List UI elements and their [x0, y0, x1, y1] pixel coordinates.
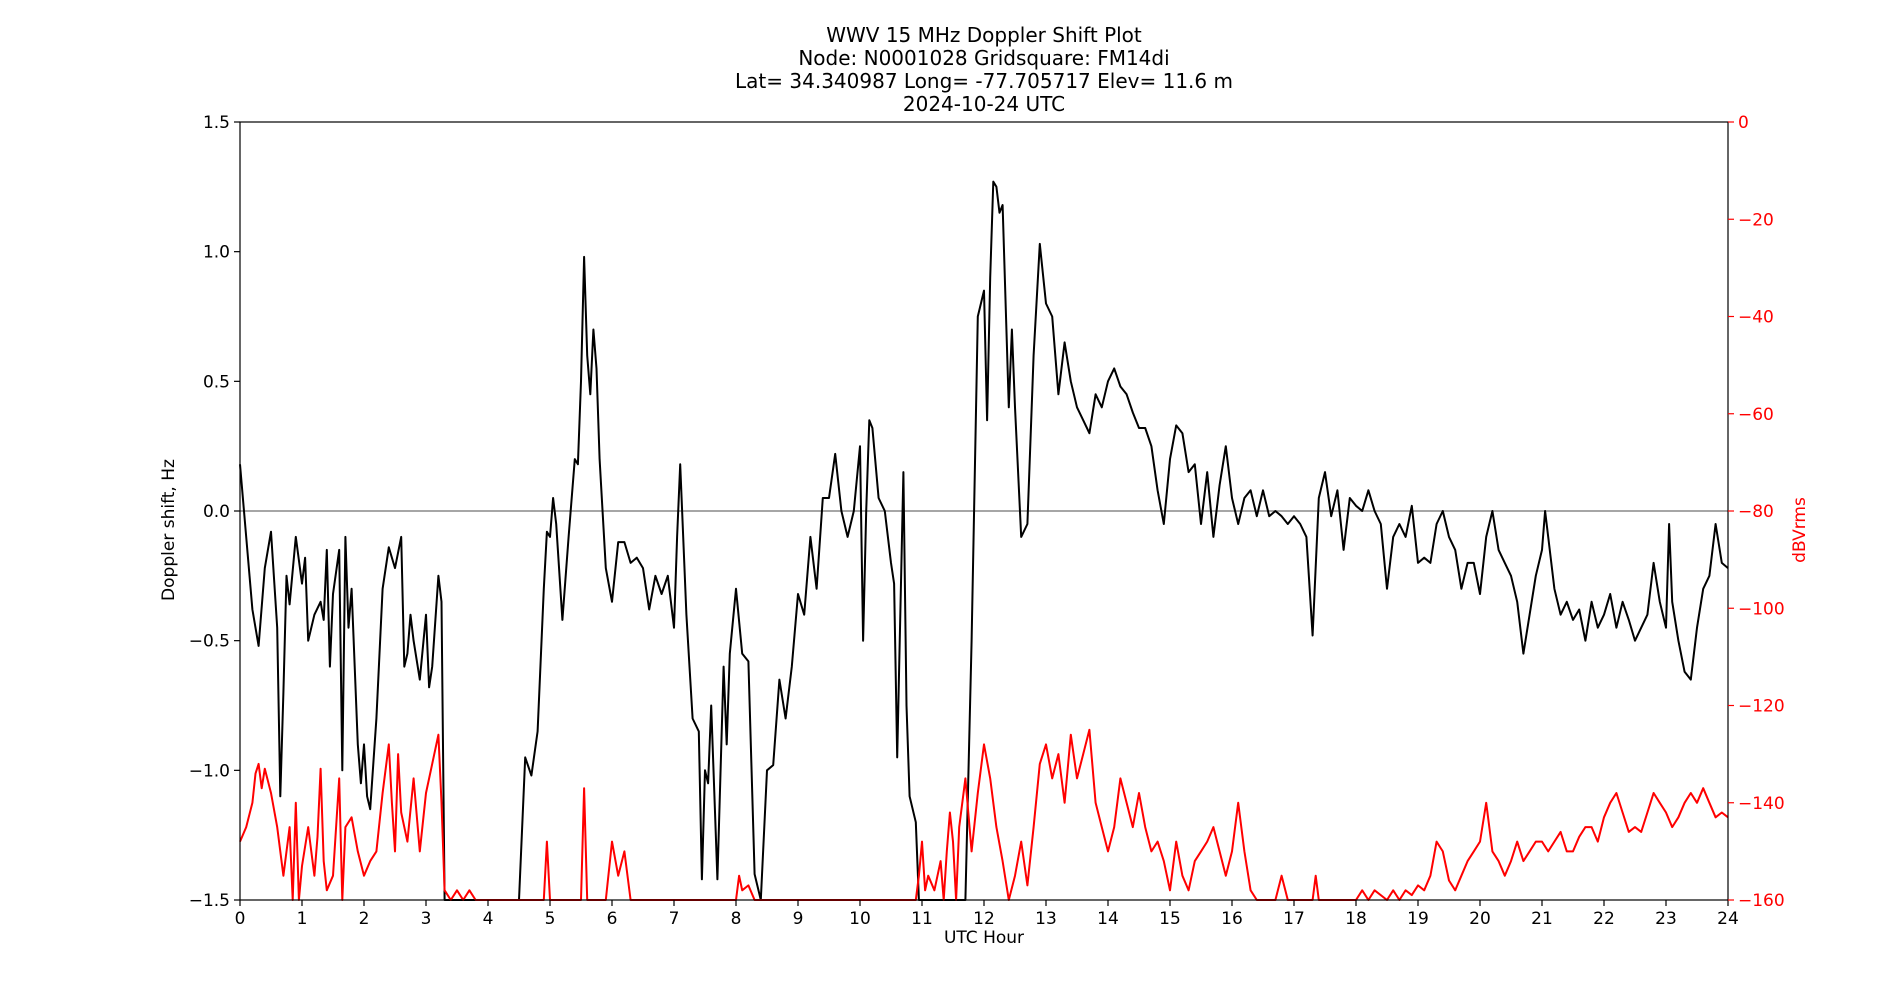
- title-line-2: Node: N0001028 Gridsquare: FM14di: [798, 46, 1169, 70]
- x-tick-label: 8: [731, 909, 742, 929]
- x-tick-label: 15: [1159, 909, 1181, 929]
- y-tick-label-right: −160: [1738, 891, 1785, 911]
- y-axis-left: 1.5 1.0 0.5 0.0 −0.5 −1.0 −1.5: [189, 113, 240, 911]
- title-line-3: Lat= 34.340987 Long= -77.705717 Elev= 11…: [735, 69, 1233, 93]
- y-tick-label-right: −20: [1738, 210, 1774, 230]
- y-axis-right: 0 −20 −40 −60 −80 −100 −120 −140 −160: [1728, 113, 1785, 911]
- y-tick-label-right: −100: [1738, 599, 1785, 619]
- x-tick-label: 10: [849, 909, 871, 929]
- x-tick-label: 20: [1469, 909, 1491, 929]
- x-tick-label: 6: [607, 909, 618, 929]
- y-tick-label-left: −1.0: [189, 761, 230, 781]
- y-tick-label-left: 0.0: [203, 502, 230, 522]
- x-tick-label: 19: [1407, 909, 1429, 929]
- x-tick-label: 7: [669, 909, 680, 929]
- y-tick-label-left: 0.5: [203, 372, 230, 392]
- x-tick-label: 12: [973, 909, 995, 929]
- x-axis-label: UTC Hour: [944, 928, 1024, 948]
- x-tick-label: 4: [483, 909, 494, 929]
- x-tick-label: 18: [1345, 909, 1367, 929]
- doppler-series-line: [239, 180, 1729, 901]
- y-tick-label-right: −60: [1738, 405, 1774, 425]
- x-tick-label: 17: [1283, 909, 1305, 929]
- x-tick-label: 11: [911, 909, 933, 929]
- power-series-line: [239, 728, 1729, 901]
- y-tick-label-right: −140: [1738, 794, 1785, 814]
- y-tick-label-right: −120: [1738, 697, 1785, 717]
- title-line-1: WWV 15 MHz Doppler Shift Plot: [826, 23, 1142, 47]
- x-tick-label: 1: [297, 909, 308, 929]
- x-tick-label: 16: [1221, 909, 1243, 929]
- x-tick-label: 0: [235, 909, 246, 929]
- y-tick-label-right: 0: [1738, 113, 1749, 133]
- x-tick-label: 21: [1531, 909, 1553, 929]
- y-tick-label-left: −1.5: [189, 891, 230, 911]
- x-tick-label: 13: [1035, 909, 1057, 929]
- x-tick-label: 9: [793, 909, 804, 929]
- x-tick-label: 22: [1593, 909, 1615, 929]
- x-tick-label: 5: [545, 909, 556, 929]
- x-axis: 0 1 2 3 4 5 6 7 8 9 10 11 12 13 14 15 16 17 18 19 20 21 22 23 24: [235, 900, 1739, 929]
- x-tick-label: 23: [1655, 909, 1677, 929]
- x-tick-label: 3: [421, 909, 432, 929]
- chart-title: WWV 15 MHz Doppler Shift Plot Node: N000…: [735, 23, 1233, 116]
- y-tick-label-left: −0.5: [189, 632, 230, 652]
- series-layer: [239, 180, 1729, 901]
- title-line-4: 2024-10-24 UTC: [903, 92, 1065, 116]
- y-axis-label-right: dBVrms: [1790, 497, 1810, 563]
- x-tick-label: 24: [1717, 909, 1739, 929]
- y-tick-label-left: 1.5: [203, 113, 230, 133]
- y-tick-label-left: 1.0: [203, 243, 230, 263]
- y-axis-label-left: Doppler shift, Hz: [159, 459, 179, 601]
- y-tick-label-right: −80: [1738, 502, 1774, 522]
- y-tick-label-right: −40: [1738, 308, 1774, 328]
- x-tick-label: 2: [359, 909, 370, 929]
- x-tick-label: 14: [1097, 909, 1119, 929]
